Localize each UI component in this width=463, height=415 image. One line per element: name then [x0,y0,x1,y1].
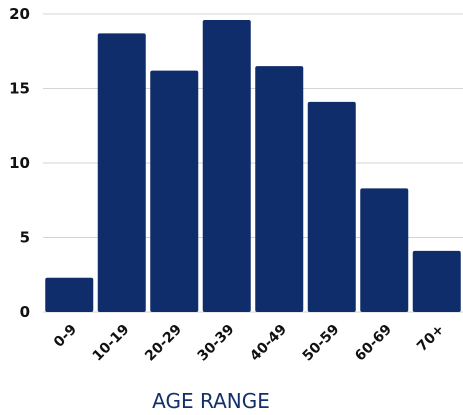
y-tick-label: 20 [9,5,30,23]
bar-0-9 [45,277,94,312]
x-tick-label: 10-19 [90,322,133,365]
y-tick-label: 15 [9,80,30,98]
bar-10-19 [97,33,146,313]
y-tick-label: 10 [9,154,30,172]
x-tick-label: 70+ [414,322,447,355]
x-tick-label: 50-59 [300,322,343,365]
y-tick-label: 5 [20,229,30,247]
bar-30-39 [202,19,251,313]
x-tick-label: 20-29 [142,322,185,365]
bar-40-49 [255,66,304,313]
bar-50-59 [307,101,356,312]
y-axis-ticks: 0 5 10 15 20 [9,5,30,321]
bar-20-29 [150,70,199,313]
x-axis-title: AGE RANGE [152,389,270,413]
x-tick-label: 60-69 [352,322,395,365]
y-tick-label: 0 [20,303,30,321]
x-tick-label: 0-9 [51,322,80,351]
bar-60-69 [360,188,409,312]
x-axis-ticks: 0-9 10-19 20-29 30-39 40-49 50-59 60-69 70+ [51,322,448,365]
bar-70+ [412,250,461,312]
bars [45,19,461,313]
x-tick-label: 40-49 [247,322,290,365]
x-tick-label: 30-39 [195,322,238,365]
